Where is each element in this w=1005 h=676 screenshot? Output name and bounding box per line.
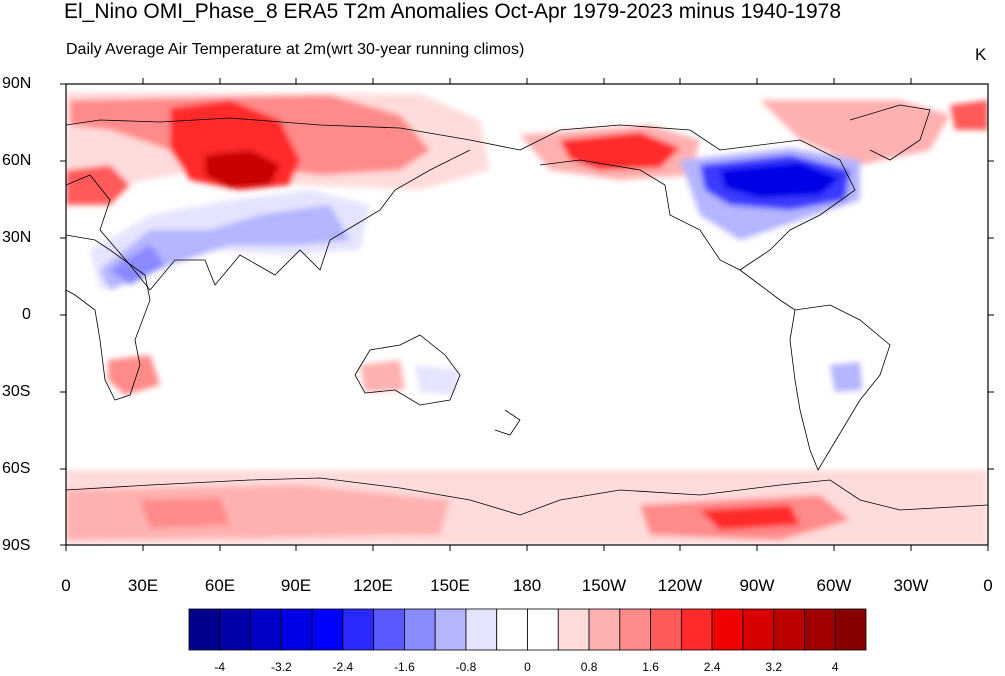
- coastline-africa: [66, 234, 151, 401]
- colorbar-swatch: [404, 608, 436, 651]
- cold-region-canada-max: [720, 162, 840, 198]
- colorbar-swatch: [619, 608, 651, 651]
- colorbar-tick-label: -4: [214, 660, 226, 674]
- colorbar-swatch: [311, 608, 344, 651]
- anomaly-field: [66, 84, 988, 545]
- lat-label-60n: 60N: [2, 152, 32, 169]
- colorbar-swatch: [496, 608, 528, 651]
- colorbar-swatch: [280, 608, 313, 651]
- coastline-north-america: [519, 124, 856, 271]
- colorbar-swatch: [250, 608, 282, 651]
- warm-region-greenland: [760, 100, 950, 165]
- lon-label-90e: 90E: [280, 576, 312, 595]
- subtitle-variable: Daily Average Air Temperature at 2m: [66, 41, 326, 58]
- colorbar-tick-label: -2.4: [332, 660, 354, 674]
- lat-label-0: 0: [22, 306, 31, 323]
- axis-ticks: [60, 78, 994, 551]
- lon-label-30w: 30W: [893, 576, 929, 595]
- colorbar-tick-label: 2.4: [703, 660, 721, 674]
- colorbar-swatch: [711, 608, 744, 651]
- colorbar-swatch: [527, 608, 559, 651]
- colorbar-tick-label: 3.2: [765, 660, 783, 674]
- colorbar-tick-label: -1.6: [394, 660, 415, 674]
- coastline-eurasia: [66, 117, 521, 291]
- coastlines: [66, 104, 988, 516]
- colorbar-tick-label: 0: [524, 660, 531, 674]
- lat-label-90n: 90N: [2, 75, 32, 92]
- colorbar-tick-label: 4: [831, 660, 839, 674]
- cold-region-arabia: [110, 245, 165, 285]
- colorbar-tick-label: -0.8: [455, 660, 477, 674]
- colorbar-swatch: [219, 608, 251, 651]
- coastline-greenland: [849, 104, 931, 161]
- lon-label-150w: 150W: [581, 576, 627, 595]
- colorbar-tick-label: 1.6: [642, 660, 659, 674]
- colorbar-swatch: [773, 608, 805, 651]
- colorbar-swatch: [434, 608, 467, 651]
- colorbar-swatch: [680, 608, 713, 651]
- colorbar-swatch: [373, 608, 405, 651]
- colorbar-swatch: [804, 608, 836, 651]
- lon-label-150e: 150E: [430, 576, 470, 595]
- lat-label-30s: 30S: [2, 383, 31, 400]
- coastline-south-america: [789, 304, 891, 471]
- coastline-antarctica: [66, 477, 988, 516]
- cold-region-south-america: [830, 362, 862, 392]
- colorbar-swatch: [557, 608, 590, 651]
- colorbar-swatch: [834, 608, 867, 651]
- lon-label-60w: 60W: [816, 576, 852, 595]
- cold-region-australia: [415, 365, 460, 395]
- coastline-australia: [354, 334, 461, 406]
- colorbar-swatch: [465, 608, 498, 651]
- cold-region-asia-core: [100, 205, 350, 290]
- colorbar-tick-label: 0.8: [580, 660, 598, 674]
- lat-label-30n: 30N: [2, 229, 32, 246]
- warm-region-south-africa: [108, 355, 160, 395]
- lon-label-90w: 90W: [739, 576, 775, 595]
- lat-label-90s: 90S: [2, 537, 31, 554]
- warm-region-antarctica-west-core: [700, 505, 800, 530]
- coastline-central-america: [739, 269, 796, 311]
- lon-label-120w: 120W: [657, 576, 703, 595]
- lon-label-180: 180: [512, 576, 542, 595]
- colorbar-swatch: [650, 608, 682, 651]
- colorbar-tick-label: -3.2: [270, 660, 292, 674]
- warm-region-siberia-max: [205, 150, 280, 188]
- lon-label-30e: 30E: [127, 576, 159, 595]
- subtitle-note: (wrt 30-year running climos): [325, 41, 525, 58]
- warm-region-east-antarctica: [140, 498, 230, 528]
- colorbar-swatch: [742, 608, 775, 651]
- units-label: K: [975, 45, 987, 64]
- lon-label-0-right: 0: [983, 576, 993, 595]
- colorbar-swatch: [342, 608, 375, 651]
- warm-region-north-atlantic: [950, 100, 988, 130]
- warm-region-alaska-core: [560, 132, 680, 170]
- lon-label-60e: 60E: [204, 576, 236, 595]
- lon-label-120e: 120E: [353, 576, 393, 595]
- map-subtitle: Daily Average Air Temperature at 2m(wrt …: [66, 41, 524, 59]
- coastline-new-zealand: [494, 409, 521, 436]
- colorbar-swatch: [188, 608, 221, 651]
- colorbar-swatch: [588, 608, 621, 651]
- lat-label-60s: 60S: [2, 460, 31, 477]
- map-title: El_Nino OMI_Phase_8 ERA5 T2m Anomalies O…: [64, 0, 842, 23]
- lon-label-0: 0: [61, 576, 71, 595]
- warm-region-australia: [360, 360, 405, 392]
- colorbar: [188, 608, 867, 651]
